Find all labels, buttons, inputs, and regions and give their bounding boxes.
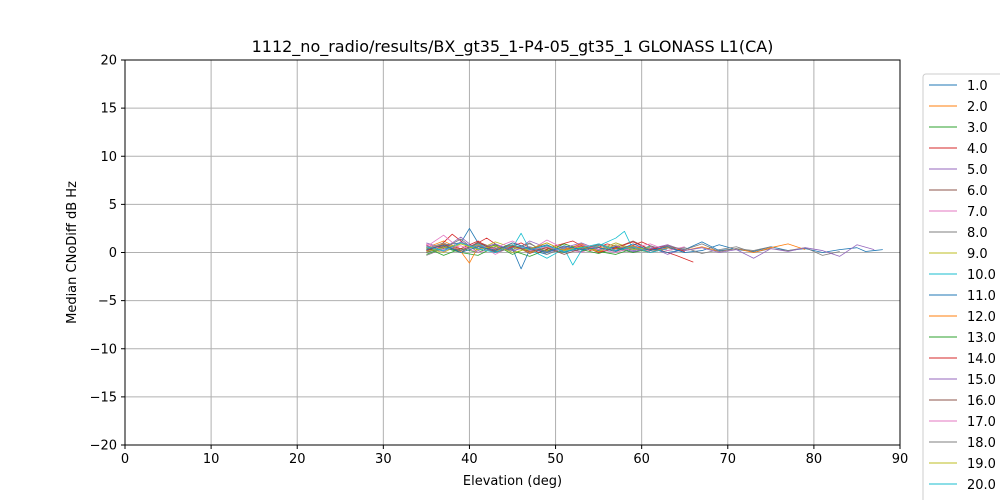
- legend-label: 20.0: [967, 478, 996, 493]
- legend-label: 12.0: [967, 310, 996, 325]
- series-line-19.0: [426, 242, 651, 253]
- x-tick-label: 50: [547, 452, 564, 467]
- series-lines: [426, 228, 883, 270]
- legend-label: 7.0: [967, 205, 988, 220]
- legend-items: 1.0 2.0 3.0 4.0 5.0 6.0 7.0 8.0 9.0 10.0 11.0 12.0 1…: [929, 79, 996, 500]
- axis-ticks: 0 10 20 30 40 50 60 70 80 90 −20 −15 −10 −5 0 5 10 15 20: [90, 54, 909, 468]
- x-tick-label: 70: [720, 452, 737, 467]
- legend-label: 19.0: [967, 457, 996, 472]
- y-tick-label: 20: [100, 54, 117, 69]
- series-line-15.0: [426, 241, 875, 259]
- series-line-3.0: [426, 244, 651, 257]
- y-tick-label: 0: [109, 246, 117, 261]
- legend-label: 4.0: [967, 142, 988, 157]
- y-tick-label: −20: [90, 439, 117, 454]
- series-line-20.0: [426, 242, 668, 253]
- y-tick-label: −10: [90, 342, 117, 357]
- y-tick-label: −15: [90, 390, 117, 405]
- x-axis-label: Elevation (deg): [463, 474, 562, 489]
- y-axis-label: Median CNoDiff dB Hz: [65, 181, 80, 324]
- legend-label: 14.0: [967, 352, 996, 367]
- legend-label: 15.0: [967, 373, 996, 388]
- series-line-21.0: [426, 242, 685, 253]
- legend-label: 13.0: [967, 331, 996, 346]
- legend-label: 6.0: [967, 184, 988, 199]
- legend-box: [922, 73, 1000, 500]
- legend-label: 16.0: [967, 394, 996, 409]
- y-tick-label: 5: [109, 198, 117, 213]
- legend-label: 1.0: [967, 79, 988, 94]
- legend-label: 8.0: [967, 226, 988, 241]
- x-tick-label: 0: [121, 452, 129, 467]
- legend: 1.0 2.0 3.0 4.0 5.0 6.0 7.0 8.0 9.0 10.0 11.0 12.0 1…: [922, 73, 1000, 500]
- chart-title: 1112_no_radio/results/BX_gt35_1-P4-05_gt…: [252, 37, 774, 57]
- x-tick-label: 60: [633, 452, 650, 467]
- legend-label: 11.0: [967, 289, 996, 304]
- legend-label: 18.0: [967, 436, 996, 451]
- y-tick-label: −5: [98, 294, 117, 309]
- x-tick-label: 10: [203, 452, 220, 467]
- y-tick-label: 10: [100, 150, 117, 165]
- x-tick-label: 30: [375, 452, 392, 467]
- x-tick-label: 20: [289, 452, 306, 467]
- legend-label: 5.0: [967, 163, 988, 178]
- x-tick-label: 90: [892, 452, 909, 467]
- x-tick-label: 40: [461, 452, 478, 467]
- x-tick-label: 80: [806, 452, 823, 467]
- legend-label: 2.0: [967, 100, 988, 115]
- legend-label: 9.0: [967, 247, 988, 262]
- y-tick-label: 15: [100, 102, 117, 117]
- legend-label: 10.0: [967, 268, 996, 283]
- legend-label: 17.0: [967, 415, 996, 430]
- legend-label: 3.0: [967, 121, 988, 136]
